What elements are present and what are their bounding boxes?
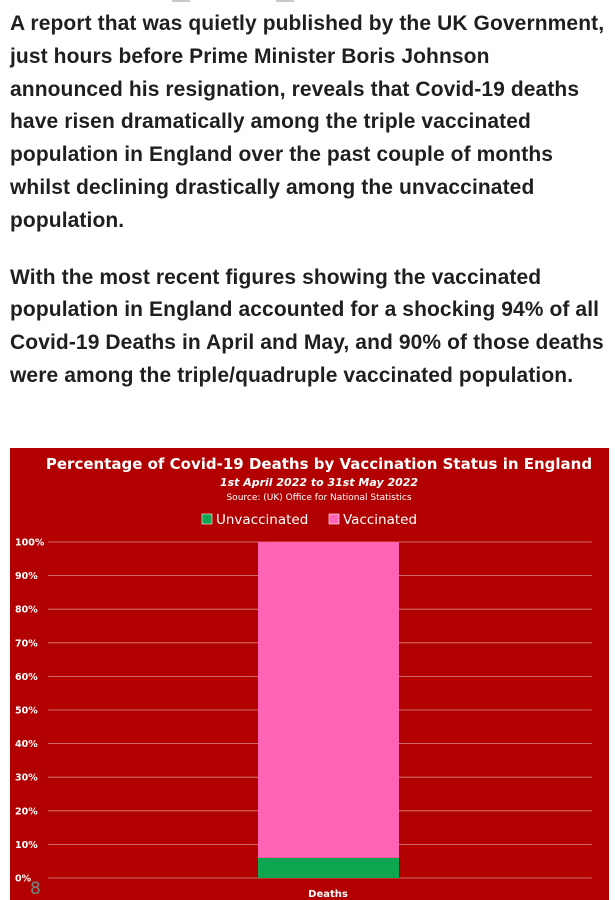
chart-legend: Unvaccinated Vaccinated [201, 512, 417, 528]
legend-label-vaccinated: Vaccinated [343, 512, 417, 528]
y-tick-label: 60% [15, 672, 38, 683]
y-tick-label: 90% [15, 571, 38, 582]
chart-bars [258, 542, 399, 878]
chart-subtitle: 1st April 2022 to 31st May 2022 [220, 476, 418, 489]
article-body: A report that was quietly published by t… [10, 8, 608, 393]
y-tick-label: 70% [15, 638, 38, 649]
y-axis: 0% 10% 20% 30% 40% 50% 60% 70% 80% 90% 100% [15, 538, 45, 885]
bar-segment-vaccinated [258, 542, 399, 858]
y-tick-label: 80% [15, 605, 38, 616]
watermark-glyph: 8 [30, 879, 41, 899]
chart-source: Source: (UK) Office for National Statist… [226, 493, 411, 503]
x-category-label: Deaths [308, 889, 348, 900]
y-tick-label: 30% [15, 773, 38, 784]
y-tick-label: 40% [15, 739, 38, 750]
chart-title: Percentage of Covid-19 Deaths by Vaccina… [46, 455, 592, 473]
legend-swatch-unvaccinated [201, 513, 213, 525]
deaths-by-vaccination-chart: Percentage of Covid-19 Deaths by Vaccina… [10, 448, 609, 900]
y-tick-label: 10% [15, 840, 38, 851]
y-tick-label: 50% [15, 706, 38, 717]
chart-canvas: Percentage of Covid-19 Deaths by Vaccina… [15, 455, 592, 900]
article-paragraph-1: A report that was quietly published by t… [10, 12, 605, 232]
y-tick-label: 0% [15, 874, 32, 885]
top-edge-marks [0, 0, 615, 2]
legend-label-unvaccinated: Unvaccinated [216, 512, 308, 528]
legend-swatch-vaccinated [328, 513, 340, 525]
bar-segment-unvaccinated [258, 857, 399, 878]
article-paragraph-2: With the most recent figures showing the… [10, 265, 604, 387]
y-tick-label: 20% [15, 806, 38, 817]
y-tick-label: 100% [15, 538, 45, 549]
